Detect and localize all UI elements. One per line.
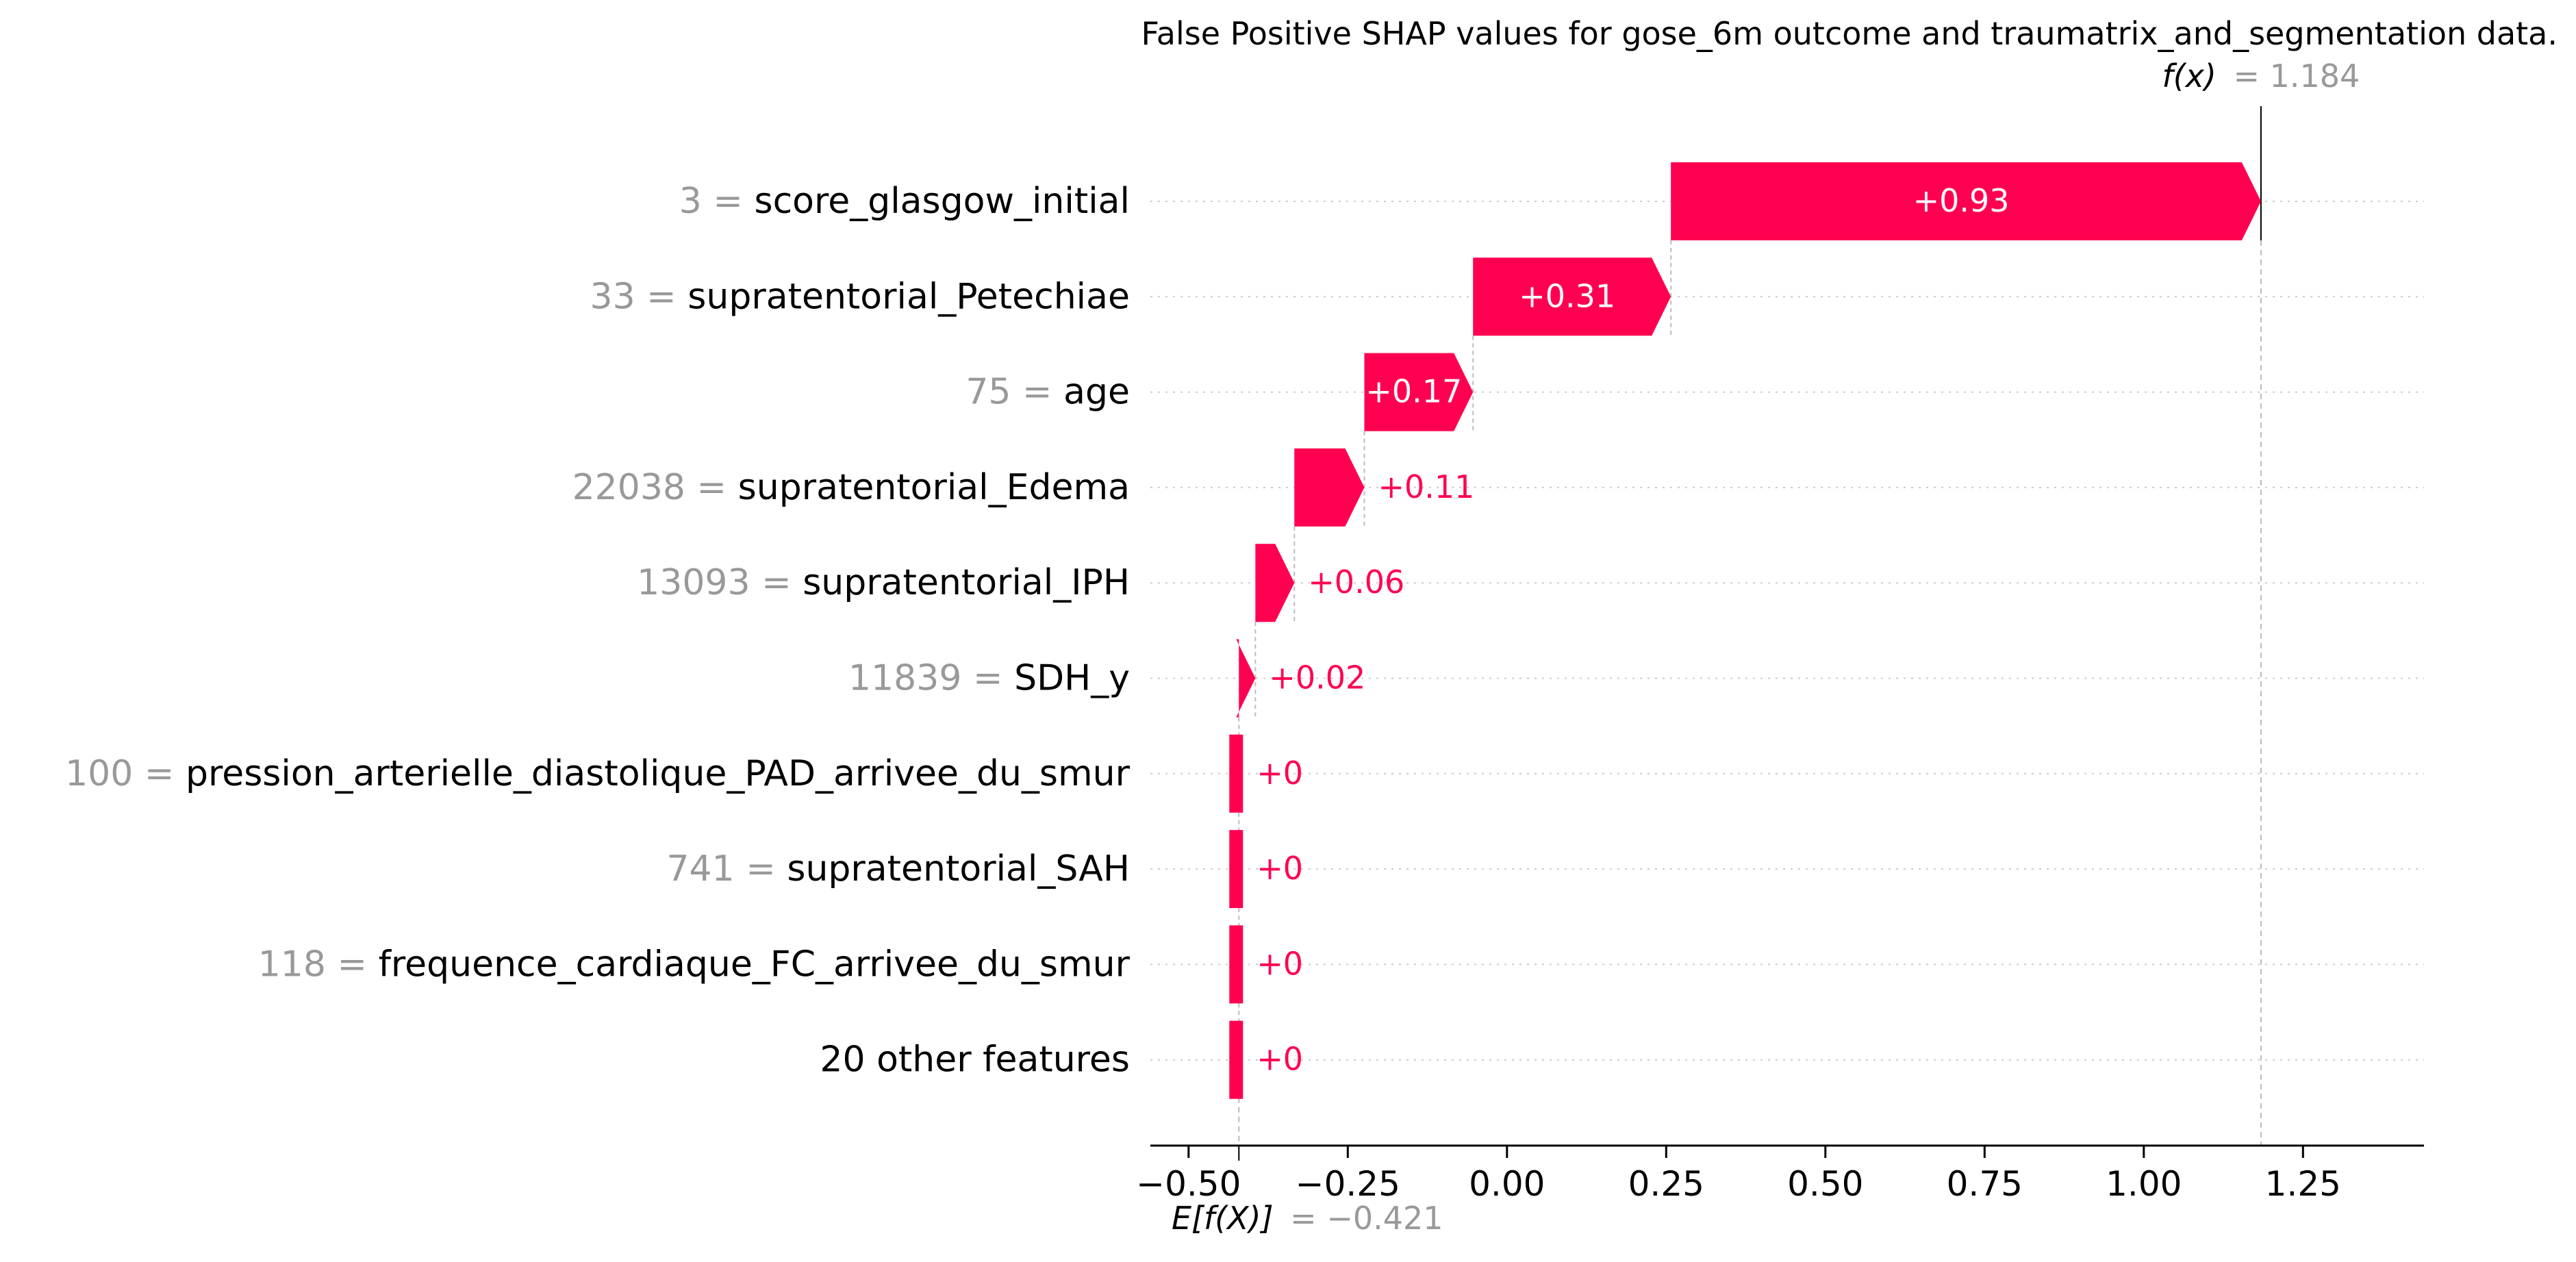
shap-value-label: +0.93	[1913, 182, 2010, 219]
shap-bar	[1364, 353, 1474, 431]
shap-value-label: +0	[1257, 850, 1303, 887]
feature-name: pression_arterielle_diastolique_PAD_arri…	[186, 753, 1131, 794]
shap-bar	[1229, 925, 1243, 1004]
fx-label: f(x)	[2162, 58, 2217, 94]
feature-value: 13093 =	[637, 562, 803, 603]
shap-value-label: +0	[1257, 755, 1303, 792]
x-tick-label: 0.25	[1628, 1164, 1704, 1204]
shap-bar	[1229, 734, 1243, 813]
shap-value-label: +0	[1257, 945, 1303, 982]
x-tick-label: 1.25	[2265, 1164, 2341, 1204]
feature-value: 118 =	[258, 944, 379, 985]
ex-annotation: E[f(X)] = −0.421	[1172, 1200, 1443, 1237]
feature-name: score_glasgow_initial	[755, 181, 1131, 222]
feature-label: 13093 = supratentorial_IPH	[637, 562, 1130, 603]
x-tick-label: −0.25	[1296, 1164, 1400, 1204]
x-tick-label: 1.00	[2106, 1164, 2182, 1204]
x-tick-label: −0.50	[1136, 1164, 1241, 1204]
ex-value: = −0.421	[1290, 1200, 1443, 1237]
feature-name: supratentorial_SAH	[787, 848, 1130, 889]
ylabel-layer: 3 = score_glasgow_initial 33 = supratento…	[65, 181, 1131, 1081]
bar-layer: +0.93 +0.31 +0.17 +0.11 +0.06 +0.02 +0 +0 +0 +0	[1229, 162, 2261, 1099]
fx-annotation: f(x) = 1.184	[2162, 58, 2360, 94]
feature-value: 22038 =	[572, 467, 738, 508]
shap-bar	[1229, 830, 1243, 909]
shap-bar	[1229, 1020, 1243, 1099]
feature-name: frequence_cardiaque_FC_arrivee_du_smur	[379, 944, 1131, 985]
x-axis: −0.50 −0.25 0.00 0.25 0.50 0.75 1.00 1.25	[1136, 1144, 2424, 1204]
feature-value: 741 =	[666, 848, 787, 889]
ex-label: E[f(X)]	[1172, 1200, 1274, 1237]
x-tick-label: 0.75	[1947, 1164, 2023, 1204]
shap-value-label: +0.11	[1378, 468, 1474, 505]
feature-label: 22038 = supratentorial_Edema	[572, 467, 1130, 508]
shap-bar	[1671, 162, 2261, 240]
shap-value-label: +0.02	[1269, 659, 1365, 696]
shap-bar	[1255, 544, 1295, 622]
feature-name: SDH_y	[1014, 658, 1130, 699]
shap-value-label: +0.31	[1519, 277, 1615, 314]
feature-value: 33 =	[590, 276, 687, 317]
x-tick-label: 0.50	[1787, 1164, 1863, 1204]
feature-label: 33 = supratentorial_Petechiae	[590, 276, 1130, 317]
feature-name: supratentorial_Petechiae	[687, 276, 1130, 317]
feature-name: 20 other features	[820, 1039, 1130, 1081]
grid-layer	[1150, 201, 2424, 1061]
feature-name: supratentorial_Edema	[738, 467, 1130, 508]
feature-name: age	[1063, 372, 1130, 413]
fx-value: = 1.184	[2233, 58, 2360, 94]
feature-label: 3 = score_glasgow_initial	[679, 181, 1130, 222]
feature-name: supratentorial_IPH	[803, 562, 1130, 603]
feature-label: 741 = supratentorial_SAH	[666, 848, 1130, 889]
feature-label: 20 other features	[820, 1039, 1130, 1081]
feature-value: 75 =	[965, 372, 1063, 413]
shap-bar	[1473, 257, 1671, 336]
shap-value-label: +0	[1257, 1041, 1303, 1078]
chart-title: False Positive SHAP values for gose_6m o…	[1141, 15, 2558, 52]
shap-bar	[1294, 448, 1365, 527]
shap-value-label: +0.06	[1308, 564, 1404, 601]
x-tick-label: 0.00	[1469, 1164, 1545, 1204]
feature-value: 11839 =	[848, 658, 1014, 699]
feature-label: 118 = frequence_cardiaque_FC_arrivee_du_…	[258, 944, 1131, 985]
guide-layer	[1238, 106, 2262, 1161]
feature-value: 3 =	[679, 181, 755, 222]
shap-bar	[1236, 639, 1256, 718]
feature-label: 75 = age	[965, 372, 1130, 413]
feature-label: 11839 = SDH_y	[848, 658, 1130, 699]
feature-label: 100 = pression_arterielle_diastolique_PA…	[65, 753, 1131, 794]
shap-value-label: +0.17	[1365, 373, 1462, 410]
feature-value: 100 =	[65, 753, 186, 794]
